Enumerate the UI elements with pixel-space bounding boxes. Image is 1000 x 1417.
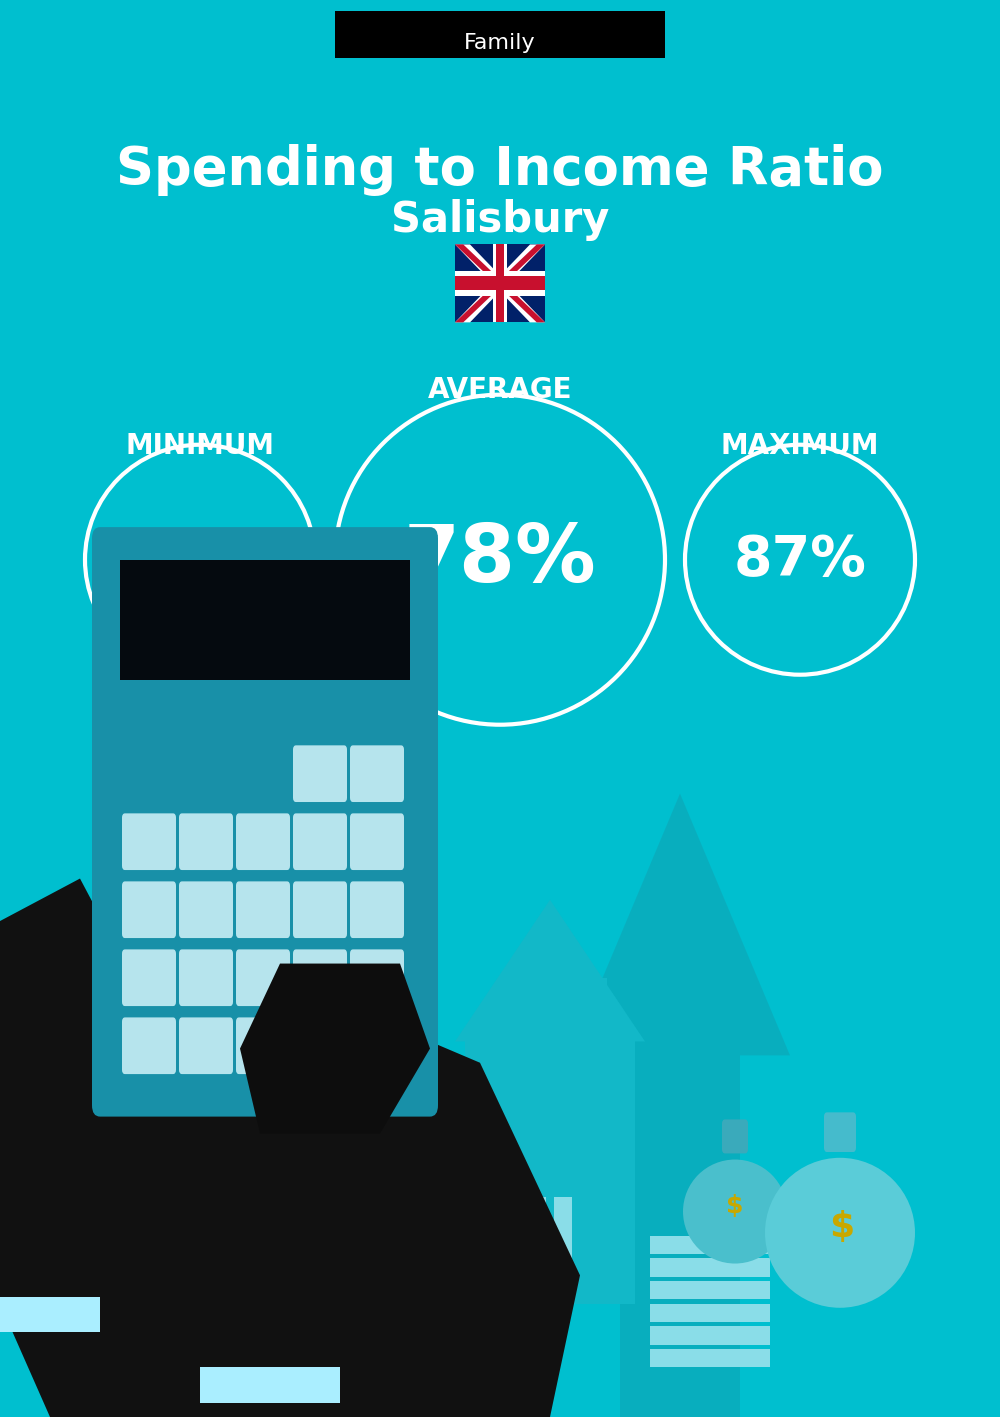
Polygon shape: [455, 244, 545, 322]
FancyBboxPatch shape: [350, 745, 404, 802]
FancyBboxPatch shape: [350, 949, 404, 1006]
Polygon shape: [230, 935, 370, 1275]
Text: MAXIMUM: MAXIMUM: [721, 432, 879, 461]
FancyBboxPatch shape: [650, 1236, 770, 1254]
Text: 87%: 87%: [734, 533, 866, 587]
Text: 69%: 69%: [134, 533, 266, 587]
Text: Family: Family: [464, 33, 536, 52]
FancyBboxPatch shape: [122, 813, 176, 870]
FancyBboxPatch shape: [122, 949, 176, 1006]
FancyBboxPatch shape: [455, 271, 545, 296]
Ellipse shape: [683, 1159, 787, 1264]
FancyBboxPatch shape: [293, 1017, 347, 1074]
FancyBboxPatch shape: [650, 1258, 770, 1277]
Polygon shape: [455, 244, 545, 322]
FancyBboxPatch shape: [200, 1367, 340, 1403]
FancyBboxPatch shape: [236, 881, 290, 938]
Text: MINIMUM: MINIMUM: [126, 432, 274, 461]
FancyBboxPatch shape: [293, 745, 347, 802]
FancyBboxPatch shape: [350, 1017, 404, 1074]
Polygon shape: [455, 244, 545, 322]
FancyBboxPatch shape: [496, 244, 504, 322]
Polygon shape: [180, 1020, 580, 1417]
Text: Salisbury: Salisbury: [391, 198, 609, 241]
FancyBboxPatch shape: [722, 1119, 748, 1153]
FancyBboxPatch shape: [455, 276, 545, 290]
FancyBboxPatch shape: [350, 813, 404, 870]
FancyBboxPatch shape: [179, 949, 233, 1006]
FancyBboxPatch shape: [455, 244, 545, 322]
FancyBboxPatch shape: [0, 1297, 100, 1332]
FancyBboxPatch shape: [293, 949, 347, 1006]
FancyBboxPatch shape: [293, 813, 347, 870]
FancyBboxPatch shape: [179, 881, 233, 938]
FancyBboxPatch shape: [585, 978, 607, 1056]
FancyBboxPatch shape: [179, 1017, 233, 1074]
Text: AVERAGE: AVERAGE: [428, 376, 572, 404]
FancyBboxPatch shape: [179, 813, 233, 870]
Polygon shape: [240, 964, 430, 1134]
FancyBboxPatch shape: [236, 949, 290, 1006]
FancyBboxPatch shape: [335, 11, 665, 58]
FancyBboxPatch shape: [650, 1304, 770, 1322]
Text: $: $: [726, 1195, 744, 1217]
FancyBboxPatch shape: [493, 244, 507, 322]
FancyBboxPatch shape: [293, 881, 347, 938]
FancyBboxPatch shape: [122, 1017, 176, 1074]
Ellipse shape: [765, 1158, 915, 1308]
Text: $: $: [829, 1210, 855, 1244]
FancyBboxPatch shape: [236, 1017, 290, 1074]
FancyBboxPatch shape: [650, 1281, 770, 1299]
FancyBboxPatch shape: [122, 881, 176, 938]
FancyBboxPatch shape: [650, 1349, 770, 1367]
FancyBboxPatch shape: [465, 1034, 635, 1304]
FancyBboxPatch shape: [528, 1197, 546, 1304]
Text: Spending to Income Ratio: Spending to Income Ratio: [116, 145, 884, 196]
FancyBboxPatch shape: [824, 1112, 856, 1152]
FancyBboxPatch shape: [350, 881, 404, 938]
FancyBboxPatch shape: [92, 527, 438, 1117]
Text: 78%: 78%: [404, 520, 596, 599]
FancyBboxPatch shape: [554, 1197, 572, 1304]
FancyBboxPatch shape: [120, 560, 410, 680]
Polygon shape: [455, 900, 645, 1041]
FancyBboxPatch shape: [650, 1326, 770, 1345]
Polygon shape: [455, 244, 545, 322]
Polygon shape: [0, 879, 350, 1417]
FancyBboxPatch shape: [236, 813, 290, 870]
Polygon shape: [570, 794, 790, 1417]
